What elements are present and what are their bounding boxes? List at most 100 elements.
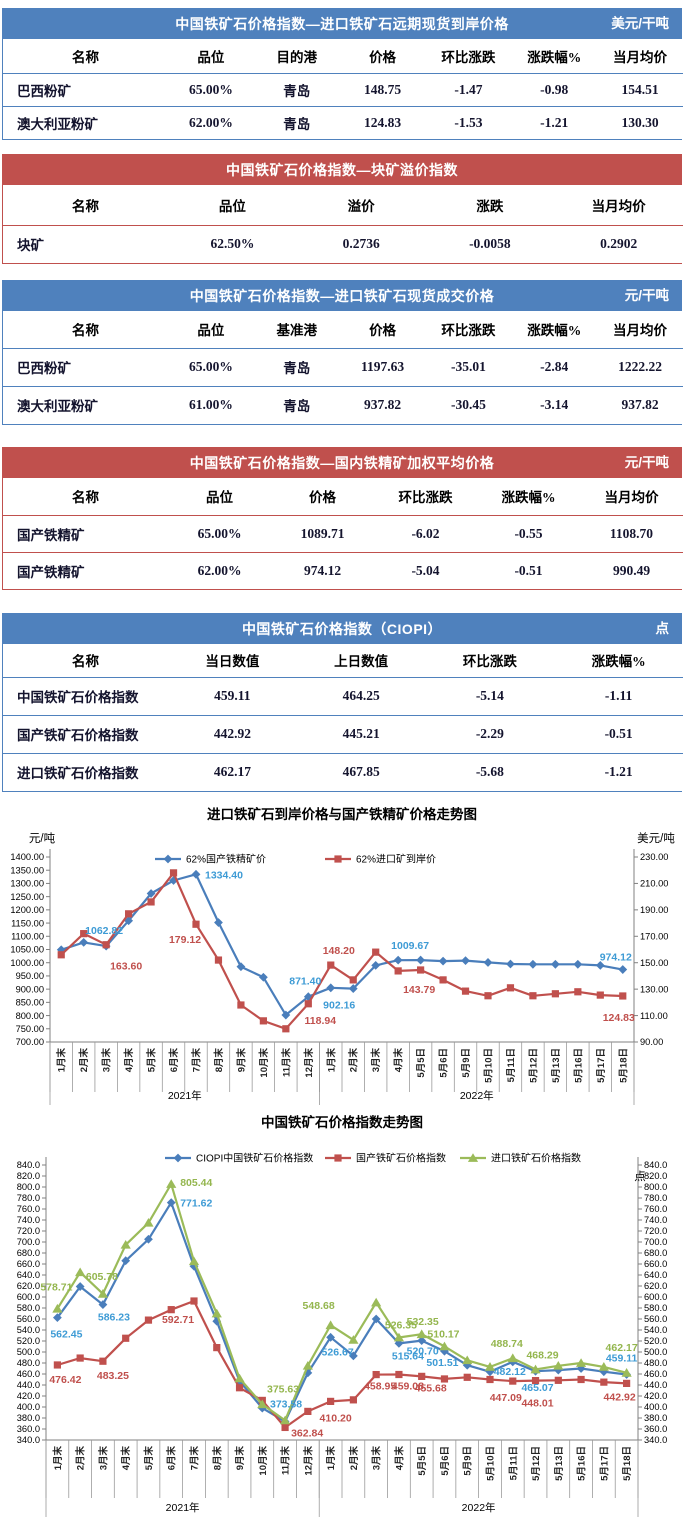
square-marker (596, 991, 604, 999)
data-point-label: 515.64 (392, 1350, 424, 1362)
category-label: 11月末 (280, 1446, 292, 1476)
table-title: 中国铁矿石价格指数（CIOPI） (241, 621, 443, 637)
right-tick-label: 150.00 (640, 958, 668, 968)
category-label: 1月末 (56, 1048, 68, 1073)
right-tick-label: 720.0 (644, 1226, 667, 1236)
square-marker (619, 992, 627, 1000)
square-marker (577, 1375, 585, 1384)
category-label: 5月17日 (596, 1048, 607, 1083)
square-marker (304, 1000, 312, 1008)
data-point-label: 362.84 (291, 1427, 323, 1439)
square-marker (102, 941, 110, 949)
left-tick-label: 700.00 (16, 1037, 44, 1047)
value-cell: 974.12 (303, 562, 342, 578)
data-point-label: 592.71 (162, 1314, 194, 1326)
triangle-marker (302, 1360, 313, 1370)
square-marker (531, 1376, 540, 1385)
value-cell: 154.51 (597, 73, 683, 107)
value-cell: 990.49 (612, 562, 651, 578)
diamond-marker (348, 984, 358, 993)
square-marker (372, 948, 380, 956)
square-marker (395, 1370, 403, 1379)
left-tick-label: 1300.00 (10, 879, 44, 889)
left-tick-label: 950.00 (16, 971, 44, 981)
category-label: 4月末 (393, 1048, 405, 1073)
category-label: 5月18日 (622, 1446, 633, 1481)
left-tick-label: 440.0 (17, 1380, 40, 1390)
data-point-label: 148.20 (323, 945, 355, 957)
category-label: 5月10日 (484, 1048, 495, 1083)
data-point-label: 468.29 (526, 1349, 558, 1361)
column-header: 涨跌 (425, 185, 555, 226)
table-header-bar: 中国铁矿石价格指数—进口铁矿石远期现货到岸价格 美元/干吨 (3, 9, 681, 39)
diamond-marker (166, 1198, 176, 1208)
left-tick-label: 600.0 (17, 1292, 40, 1302)
right-tick-label: 170.00 (640, 931, 668, 941)
chart-import-vs-domestic-price: 进口铁矿石到岸价格与国产铁精矿价格走势图 元/吨 美元/吨 700.00 750.00 8… (0, 802, 684, 1107)
row-name-cell: 进口铁矿石价格指数 (17, 766, 139, 782)
diamond-marker (371, 1314, 381, 1324)
category-label: 8月末 (211, 1446, 223, 1471)
diamond-marker (326, 983, 336, 993)
square-marker (169, 869, 178, 877)
data-point-label: 548.68 (303, 1300, 335, 1312)
data-point-label: 459.08 (392, 1381, 424, 1393)
data-point-label: 526.35 (385, 1320, 417, 1332)
data-point-label: 455.68 (415, 1382, 447, 1394)
square-marker (235, 1384, 244, 1392)
right-tick-label: 560.0 (644, 1314, 667, 1324)
data-point-label: 501.51 (426, 1357, 458, 1369)
value-cell: -0.98 (511, 73, 598, 107)
diamond-marker (146, 889, 156, 898)
series-0 (56, 869, 628, 1020)
square-marker (623, 1379, 631, 1387)
category-label: 3月末 (370, 1048, 382, 1073)
value-cell: -5.04 (411, 562, 440, 578)
square-marker (282, 1025, 290, 1033)
column-header: 名称 (3, 478, 168, 516)
data-point-label: 526.67 (322, 1346, 354, 1358)
right-tick-label: 500.0 (644, 1347, 667, 1357)
category-label: 7月末 (191, 1048, 203, 1073)
category-label: 5月12日 (528, 1048, 539, 1083)
diamond-marker (618, 965, 628, 974)
square-marker (417, 966, 425, 974)
right-axis-unit: 美元/吨 (637, 831, 675, 845)
left-tick-label: 420.0 (17, 1391, 40, 1401)
right-tick-label: 210.00 (640, 879, 668, 889)
value-cell: 青岛 (253, 348, 340, 387)
left-tick-label: 1250.00 (10, 892, 44, 902)
square-marker (463, 1373, 471, 1381)
right-tick-label: 800.0 (644, 1182, 667, 1192)
right-tick-label: 740.0 (644, 1215, 667, 1225)
category-label: 4月末 (393, 1446, 405, 1471)
data-point-label: 447.09 (490, 1392, 522, 1404)
square-marker (574, 988, 582, 996)
data-point-label: 482.12 (494, 1366, 526, 1378)
square-marker (304, 1407, 312, 1415)
column-header: 价格 (271, 478, 374, 516)
square-marker (125, 910, 133, 918)
table-header-bar: 中国铁矿石价格指数—国内铁精矿加权平均价格 元/干吨 (3, 448, 681, 478)
diamond-marker (144, 1234, 153, 1244)
value-cell: -1.11 (554, 677, 683, 716)
square-marker (281, 1423, 289, 1432)
triangle-marker (507, 1353, 518, 1363)
diamond-marker (371, 960, 381, 970)
category-label: 5月6日 (439, 1048, 450, 1078)
left-tick-label: 720.0 (17, 1226, 40, 1236)
line-chart-svg: 中国铁矿石价格指数走势图点340.0360.0380.0400.0420.044… (17, 1114, 667, 1517)
value-cell: 65.00% (168, 348, 254, 387)
price-table: 中国铁矿石价格指数—块矿溢价指数 名称 品位 溢价 涨跌 当月均价 块矿 62.50% 0.27… (2, 154, 683, 264)
legend-label: CIOPI中国铁矿石价格指数 (196, 1152, 313, 1165)
row-name-cell: 澳大利亚粉矿 (17, 116, 98, 132)
square-marker (122, 1334, 130, 1342)
column-header: 品位 (168, 311, 254, 349)
square-marker (349, 1396, 357, 1404)
data-point-label: 375.63 (267, 1383, 299, 1395)
value-cell: 467.85 (342, 764, 380, 780)
value-cell: 青岛 (283, 116, 311, 132)
category-label: 1月末 (325, 1446, 337, 1471)
left-tick-label: 380.0 (17, 1413, 40, 1423)
